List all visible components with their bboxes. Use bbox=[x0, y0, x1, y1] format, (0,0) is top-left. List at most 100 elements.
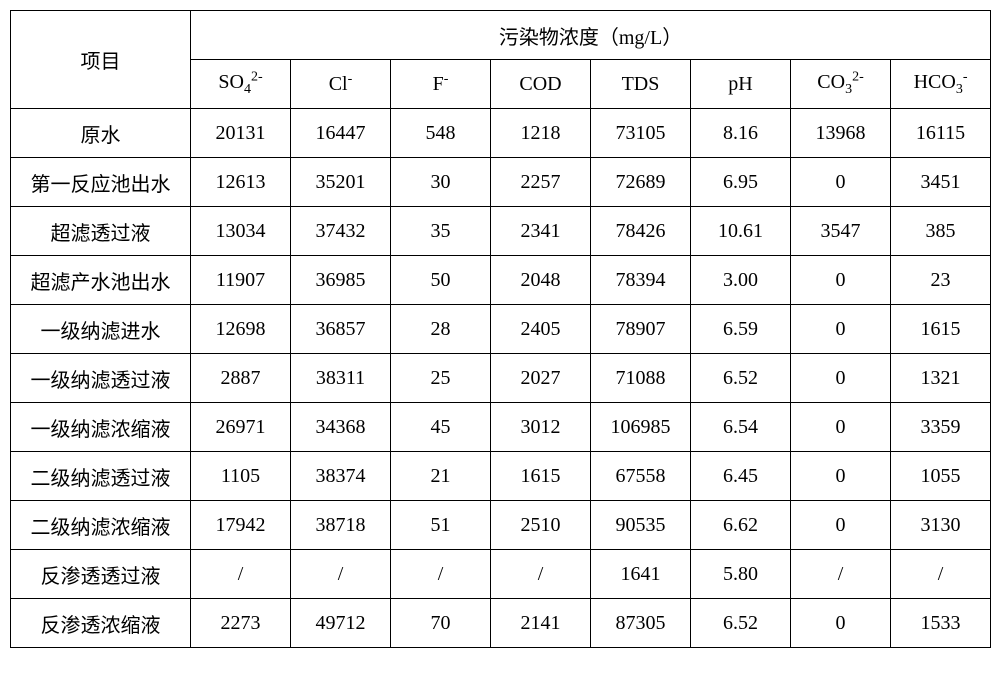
cell: / bbox=[491, 550, 591, 599]
cell: 2405 bbox=[491, 305, 591, 354]
table-row: 一级纳滤进水 12698 36857 28 2405 78907 6.59 0 … bbox=[11, 305, 991, 354]
table-row: 一级纳滤浓缩液 26971 34368 45 3012 106985 6.54 … bbox=[11, 403, 991, 452]
cell: 6.62 bbox=[691, 501, 791, 550]
col-cl: Cl- bbox=[291, 60, 391, 109]
table-row: 超滤产水池出水 11907 36985 50 2048 78394 3.00 0… bbox=[11, 256, 991, 305]
cell: 11907 bbox=[191, 256, 291, 305]
cell: 36857 bbox=[291, 305, 391, 354]
cell: 73105 bbox=[591, 109, 691, 158]
cell: 21 bbox=[391, 452, 491, 501]
cell: 16115 bbox=[891, 109, 991, 158]
cell: 3.00 bbox=[691, 256, 791, 305]
cell: 2273 bbox=[191, 599, 291, 648]
cell: / bbox=[891, 550, 991, 599]
col-ph: pH bbox=[691, 60, 791, 109]
table-row: 一级纳滤透过液 2887 38311 25 2027 71088 6.52 0 … bbox=[11, 354, 991, 403]
cell: 2510 bbox=[491, 501, 591, 550]
cell: 72689 bbox=[591, 158, 691, 207]
cell: 78907 bbox=[591, 305, 691, 354]
cell: / bbox=[791, 550, 891, 599]
cell: 2887 bbox=[191, 354, 291, 403]
col-cod: COD bbox=[491, 60, 591, 109]
cell: 12613 bbox=[191, 158, 291, 207]
cell: 70 bbox=[391, 599, 491, 648]
cell: 2257 bbox=[491, 158, 591, 207]
cell: 3012 bbox=[491, 403, 591, 452]
table-row: 二级纳滤透过液 1105 38374 21 1615 67558 6.45 0 … bbox=[11, 452, 991, 501]
cell: 87305 bbox=[591, 599, 691, 648]
col-so4: SO42- bbox=[191, 60, 291, 109]
row-label: 原水 bbox=[11, 109, 191, 158]
cell: 2048 bbox=[491, 256, 591, 305]
cell: 37432 bbox=[291, 207, 391, 256]
cell: 1321 bbox=[891, 354, 991, 403]
group-header: 污染物浓度（mg/L） bbox=[191, 11, 991, 60]
row-label: 一级纳滤进水 bbox=[11, 305, 191, 354]
cell: 0 bbox=[791, 256, 891, 305]
row-label: 二级纳滤浓缩液 bbox=[11, 501, 191, 550]
corner-header: 项目 bbox=[11, 11, 191, 109]
cell: / bbox=[291, 550, 391, 599]
cell: 78394 bbox=[591, 256, 691, 305]
cell: 0 bbox=[791, 158, 891, 207]
table-row: 反渗透浓缩液 2273 49712 70 2141 87305 6.52 0 1… bbox=[11, 599, 991, 648]
cell: 8.16 bbox=[691, 109, 791, 158]
cell: 13034 bbox=[191, 207, 291, 256]
cell: 23 bbox=[891, 256, 991, 305]
cell: 3130 bbox=[891, 501, 991, 550]
cell: 90535 bbox=[591, 501, 691, 550]
cell: 28 bbox=[391, 305, 491, 354]
row-label: 一级纳滤浓缩液 bbox=[11, 403, 191, 452]
cell: 50 bbox=[391, 256, 491, 305]
cell: 6.52 bbox=[691, 599, 791, 648]
cell: 49712 bbox=[291, 599, 391, 648]
cell: 0 bbox=[791, 354, 891, 403]
cell: 1615 bbox=[891, 305, 991, 354]
cell: 36985 bbox=[291, 256, 391, 305]
cell: 1641 bbox=[591, 550, 691, 599]
cell: 17942 bbox=[191, 501, 291, 550]
cell: 0 bbox=[791, 599, 891, 648]
cell: / bbox=[191, 550, 291, 599]
cell: 1055 bbox=[891, 452, 991, 501]
cell: 35 bbox=[391, 207, 491, 256]
col-tds: TDS bbox=[591, 60, 691, 109]
cell: 20131 bbox=[191, 109, 291, 158]
cell: 0 bbox=[791, 403, 891, 452]
cell: 2027 bbox=[491, 354, 591, 403]
cell: 0 bbox=[791, 305, 891, 354]
col-f: F- bbox=[391, 60, 491, 109]
cell: 16447 bbox=[291, 109, 391, 158]
cell: 51 bbox=[391, 501, 491, 550]
cell: 35201 bbox=[291, 158, 391, 207]
row-label: 一级纳滤透过液 bbox=[11, 354, 191, 403]
cell: 25 bbox=[391, 354, 491, 403]
cell: 1533 bbox=[891, 599, 991, 648]
header-row-1: 项目 污染物浓度（mg/L） bbox=[11, 11, 991, 60]
col-hco3: HCO3- bbox=[891, 60, 991, 109]
col-co3: CO32- bbox=[791, 60, 891, 109]
cell: 6.59 bbox=[691, 305, 791, 354]
cell: 3547 bbox=[791, 207, 891, 256]
cell: 13968 bbox=[791, 109, 891, 158]
cell: 1615 bbox=[491, 452, 591, 501]
cell: 1218 bbox=[491, 109, 591, 158]
cell: 0 bbox=[791, 501, 891, 550]
cell: 6.95 bbox=[691, 158, 791, 207]
cell: 106985 bbox=[591, 403, 691, 452]
table-row: 第一反应池出水 12613 35201 30 2257 72689 6.95 0… bbox=[11, 158, 991, 207]
cell: 548 bbox=[391, 109, 491, 158]
cell: 6.52 bbox=[691, 354, 791, 403]
row-label: 反渗透浓缩液 bbox=[11, 599, 191, 648]
cell: 6.54 bbox=[691, 403, 791, 452]
pollutant-table: 项目 污染物浓度（mg/L） SO42- Cl- F- COD TDS pH C… bbox=[10, 10, 991, 648]
cell: 78426 bbox=[591, 207, 691, 256]
row-label: 超滤透过液 bbox=[11, 207, 191, 256]
cell: 3451 bbox=[891, 158, 991, 207]
cell: 38718 bbox=[291, 501, 391, 550]
cell: 10.61 bbox=[691, 207, 791, 256]
table-row: 反渗透透过液 / / / / 1641 5.80 / / bbox=[11, 550, 991, 599]
cell: 38311 bbox=[291, 354, 391, 403]
row-label: 二级纳滤透过液 bbox=[11, 452, 191, 501]
table-row: 原水 20131 16447 548 1218 73105 8.16 13968… bbox=[11, 109, 991, 158]
